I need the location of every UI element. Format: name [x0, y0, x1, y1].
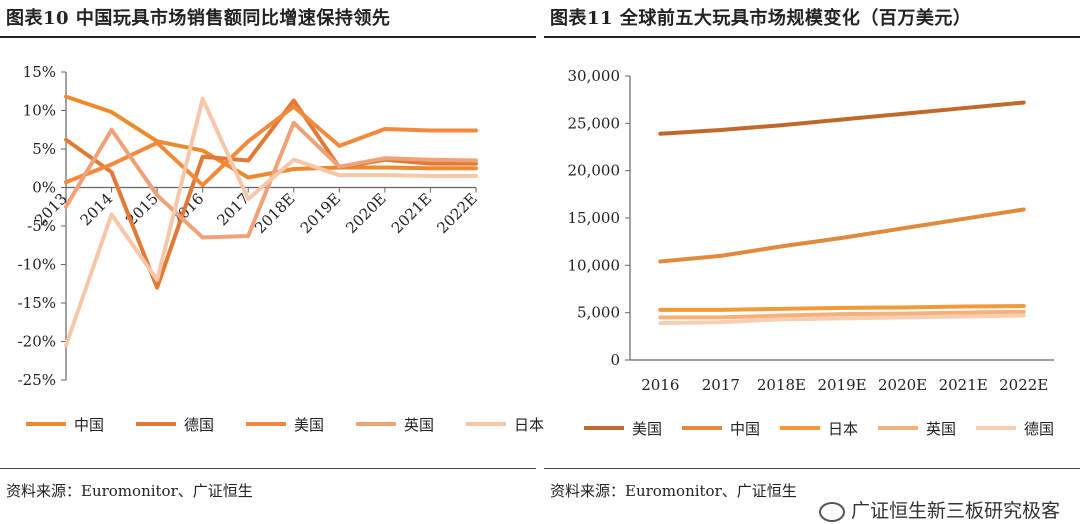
right-series-line-0	[658, 100, 1026, 136]
left-legend-label-3: 英国	[404, 416, 434, 434]
right-legend-label-0: 美国	[632, 420, 662, 438]
left-series-line-2	[64, 104, 478, 188]
right-x-tick-label: 2018E	[757, 376, 806, 394]
right-legend-label-3: 英国	[926, 420, 956, 438]
watermark-text: 广证恒生新三板研究极客	[850, 500, 1060, 522]
left-footer-rule	[0, 468, 536, 469]
right-x-tick-label: 2022E	[999, 376, 1048, 394]
right-series-line-4	[658, 313, 1026, 326]
left-y-tick-label: 15%	[23, 63, 56, 81]
right-legend-label-4: 德国	[1024, 420, 1054, 438]
wechat-icon	[818, 501, 845, 522]
left-y-tick-label: -15%	[18, 294, 56, 312]
right-y-tick-label: 10,000	[568, 256, 621, 274]
left-series-line-4	[64, 96, 478, 348]
right-y-tick-label: 5,000	[577, 304, 620, 322]
right-series-line-3	[658, 309, 1026, 320]
right-y-tick-label: 0	[610, 351, 620, 369]
left-y-tick-label: 0%	[32, 179, 56, 197]
left-y-tick-label: 10%	[23, 102, 56, 120]
left-y-tick-label: 5%	[32, 140, 56, 158]
right-x-tick-label: 2017	[702, 376, 740, 394]
right-chart-title: 图表11 全球前五大玩具市场规模变化（百万美元）	[550, 8, 972, 29]
left-x-tick-label: 2019E	[297, 190, 344, 237]
right-source-note: 资料来源：Euromonitor、广证恒生	[550, 482, 797, 500]
right-series-line-2	[658, 304, 1026, 312]
left-chart-panel: 图表10 中国玩具市场销售额同比增速保持领先 15% 10% 5% 0% -5% -10%…	[0, 0, 544, 524]
left-title-rule	[0, 36, 536, 38]
right-series-line-1	[658, 207, 1026, 264]
right-y-tick-label: 25,000	[568, 114, 621, 132]
left-legend-label-0: 中国	[74, 416, 104, 434]
left-legend-label-4: 日本	[514, 416, 544, 434]
right-legend-label-1: 中国	[730, 420, 760, 438]
right-chart-panel: 图表11 全球前五大玩具市场规模变化（百万美元） 30,000 25,000 20,…	[544, 0, 1080, 524]
left-legend-label-1: 德国	[184, 416, 214, 434]
right-y-tick-label: 15,000	[568, 209, 621, 227]
right-y-tick-label: 30,000	[568, 67, 621, 85]
left-x-tick-label: 2022E	[433, 190, 480, 237]
left-line-chart: 15%10%5%0%-5%-10%-15%-20%-25%2013 2014 201…	[18, 63, 544, 434]
right-line-chart: 30,000 25,000 20,000 15,000 10,000 5,000 0 2016…	[568, 67, 1055, 438]
right-x-tick-label: 2019E	[817, 376, 866, 394]
left-legend-label-2: 美国	[294, 416, 324, 434]
watermark: 广证恒生新三板研究极客	[818, 496, 1060, 523]
right-x-tick-label: 2020E	[878, 376, 927, 394]
left-y-tick-label: -20%	[18, 333, 56, 351]
left-chart-title: 图表10 中国玩具市场销售额同比增速保持领先	[6, 8, 391, 29]
right-x-tick-label: 2016	[641, 376, 679, 394]
right-footer-rule	[544, 468, 1080, 469]
right-x-tick-label: 2021E	[939, 376, 988, 394]
left-x-tick-label: 2020E	[342, 190, 389, 237]
left-series-line-1	[64, 98, 478, 290]
left-series-line-0	[64, 94, 478, 180]
left-y-tick-label: -10%	[18, 256, 56, 274]
left-source-note: 资料来源：Euromonitor、广证恒生	[6, 482, 253, 500]
right-title-rule	[544, 36, 1080, 38]
right-legend-label-2: 日本	[828, 420, 858, 438]
right-y-tick-label: 20,000	[568, 162, 621, 180]
left-y-tick-label: -5%	[27, 217, 56, 235]
left-y-tick-label: -25%	[18, 371, 56, 389]
left-x-tick-label: 2021E	[388, 190, 435, 237]
